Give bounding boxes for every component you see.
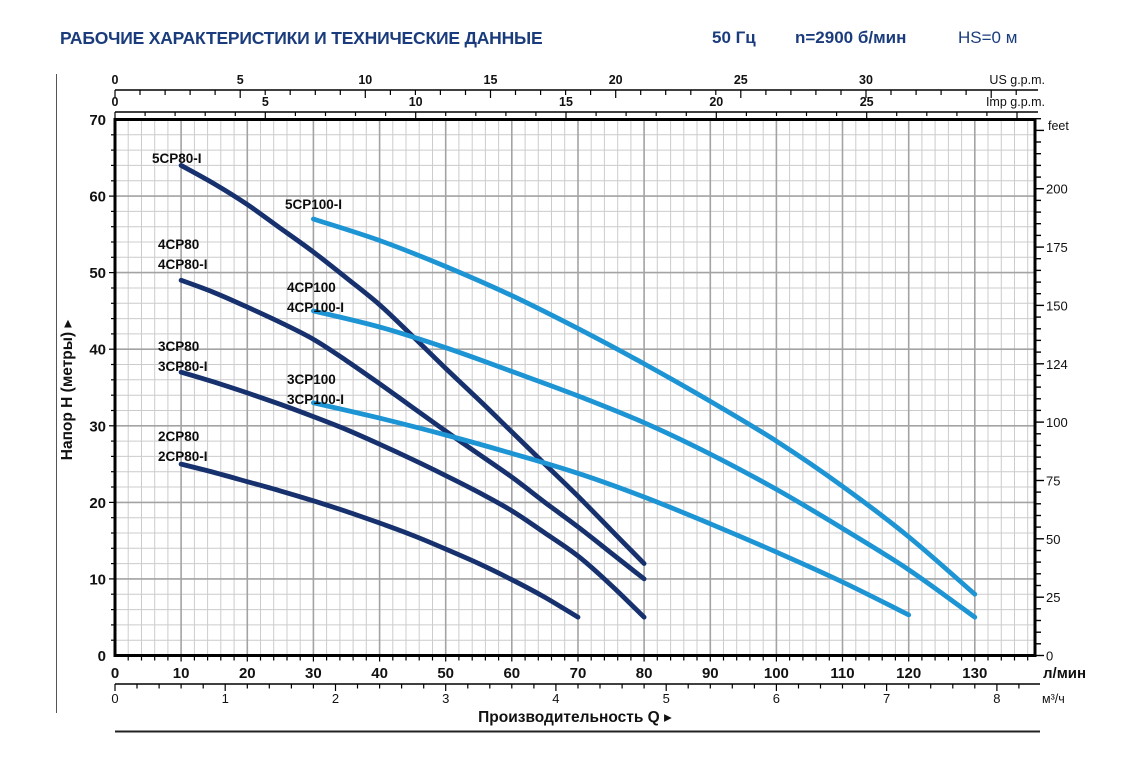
- curve-4cp100: [311, 308, 978, 620]
- m3h-tick-label: 0: [111, 691, 118, 706]
- x-tick-label-lmin: 30: [305, 665, 322, 682]
- grid-major: [115, 119, 1035, 656]
- x-tick-label-lmin: 100: [764, 665, 789, 682]
- imp-gpm-tick-label: 15: [559, 95, 573, 109]
- curve-3cp100: [311, 400, 912, 618]
- frequency-value: 50 Гц: [712, 28, 756, 47]
- feet-unit-label: feet: [1048, 119, 1069, 133]
- us-gpm-tick-label: 30: [859, 73, 873, 87]
- m3h-tick-label: 8: [993, 691, 1000, 706]
- rotation-speed-value: n=2900 б/мин: [795, 28, 907, 47]
- x-tick-label-lmin: 50: [437, 665, 454, 682]
- feet-tick-label: 150: [1046, 298, 1068, 313]
- m3h-tick-label: 4: [552, 691, 559, 706]
- border-ticks: [109, 134, 1029, 662]
- curve-label-2cp80: 2CP80-I: [158, 449, 208, 464]
- page-title: РАБОЧИЕ ХАРАКТЕРИСТИКИ И ТЕХНИЧЕСКИЕ ДАН…: [60, 28, 543, 48]
- m3h-tick-label: 6: [773, 691, 780, 706]
- y-tick-label-m: 60: [89, 189, 106, 206]
- imp-gpm-unit-label: Imp g.p.m.: [986, 95, 1045, 109]
- curve-labels: 5CP80-I 4CP80 4CP80-I 3CP80 3CP80-I 2CP80 2CP8…: [152, 151, 344, 464]
- x-tick-label-lmin: 110: [830, 665, 854, 682]
- feet-tick-label: 25: [1046, 590, 1060, 605]
- x-axis-unit-lmin: л/мин: [1043, 665, 1086, 682]
- x-axis-imp-gpm: 0 5 10 15 20 25 Imp g.p.m.: [112, 95, 1045, 119]
- imp-gpm-tick-label: 5: [262, 95, 269, 109]
- x-tick-label-lmin: 130: [962, 665, 987, 682]
- us-gpm-tick-label: 25: [734, 73, 748, 87]
- y-axis-feet: 0 25 50 75 100 124 150 175 200 feet: [1036, 117, 1069, 664]
- feet-tick-label: 100: [1046, 415, 1068, 430]
- curve-label-4cp100: 4CP100: [287, 280, 336, 295]
- x-tick-label-lmin: 80: [636, 665, 653, 682]
- x-tick-label-lmin: 70: [570, 665, 587, 682]
- feet-tick-label: 50: [1046, 532, 1060, 547]
- imp-gpm-tick-label: 10: [409, 95, 423, 109]
- curve-label-3cp80: 3CP80: [158, 339, 199, 354]
- curve-label-4cp80: 4CP80-I: [158, 257, 208, 272]
- x-tick-label-lmin: 120: [896, 665, 921, 682]
- m3h-tick-label: 1: [222, 691, 229, 706]
- curve-label-3cp100: 3CP100-I: [287, 392, 344, 407]
- x-tick-label-lmin: 60: [503, 665, 520, 682]
- y-tick-label-m: 30: [89, 418, 106, 435]
- y-axis-title: Напор H (метры) ▸: [59, 320, 76, 461]
- curve-5cp100-i: [311, 216, 978, 597]
- x-axis-lmin: 0 10 20 30 40 50 60 70 80 90 100 110 120 130 л/мин: [111, 665, 1086, 682]
- m3h-tick-label: 5: [663, 691, 670, 706]
- suction-head-value: HS=0 м: [958, 28, 1018, 47]
- y-tick-label-m: 0: [98, 648, 106, 665]
- y-tick-label-m: 40: [89, 342, 106, 359]
- curve-label-4cp80: 4CP80: [158, 237, 199, 252]
- y-tick-label-m: 10: [89, 571, 106, 588]
- feet-tick-label: 75: [1046, 474, 1060, 489]
- us-gpm-tick-label: 10: [358, 73, 372, 87]
- imp-gpm-tick-label: 25: [860, 95, 874, 109]
- feet-tick-label: 0: [1046, 649, 1053, 664]
- m3h-tick-label: 2: [332, 691, 339, 706]
- curve-4cp80: [178, 277, 647, 582]
- feet-tick-label: 175: [1046, 240, 1068, 255]
- x-tick-label-lmin: 10: [173, 665, 190, 682]
- curve-3cp80: [178, 369, 647, 620]
- x-tick-label-lmin: 40: [371, 665, 388, 682]
- x-axis-title: Производительность Q ▸: [478, 709, 672, 726]
- m3h-unit-label: м³/ч: [1042, 692, 1065, 706]
- m3h-tick-label: 3: [442, 691, 449, 706]
- x-axis-us-gpm: 0 5 10 15 20 25 30 US g.p.m.: [112, 73, 1045, 98]
- feet-tick-label: 200: [1046, 182, 1068, 197]
- y-tick-label-m: 50: [89, 265, 106, 282]
- y-tick-label-m: 70: [89, 112, 106, 129]
- x-tick-label-lmin: 20: [239, 665, 256, 682]
- curve-label-2cp80: 2CP80: [158, 429, 199, 444]
- us-gpm-tick-label: 0: [112, 73, 119, 87]
- imp-gpm-tick-label: 0: [112, 95, 119, 109]
- us-gpm-tick-label: 20: [609, 73, 623, 87]
- curve-label-4cp100: 4CP100-I: [287, 300, 344, 315]
- x-tick-label-lmin: 0: [111, 665, 119, 682]
- grid-minor: [115, 119, 1035, 656]
- feet-tick-label: 124: [1046, 357, 1068, 372]
- us-gpm-tick-label: 5: [237, 73, 244, 87]
- curve-label-5cp100-i: 5CP100-I: [285, 197, 342, 212]
- curve-label-3cp80: 3CP80-I: [158, 359, 208, 374]
- us-gpm-unit-label: US g.p.m.: [989, 73, 1045, 87]
- x-tick-label-lmin: 90: [702, 665, 719, 682]
- plot-border: [113, 118, 1037, 657]
- us-gpm-tick-label: 15: [484, 73, 498, 87]
- y-tick-label-m: 20: [89, 495, 106, 512]
- curve-2cp80: [178, 461, 581, 620]
- curve-label-3cp100: 3CP100: [287, 372, 336, 387]
- m3h-tick-label: 7: [883, 691, 890, 706]
- y-axis-meters: 0 10 20 30 40 50 60 70: [89, 112, 106, 665]
- imp-gpm-tick-label: 20: [709, 95, 723, 109]
- x-axis-m3h: 0 1 2 3 4 5 6 7 8 м³/ч: [111, 683, 1065, 706]
- pump-curves: [178, 163, 978, 620]
- curve-label-5cp80-i: 5CP80-I: [152, 151, 202, 166]
